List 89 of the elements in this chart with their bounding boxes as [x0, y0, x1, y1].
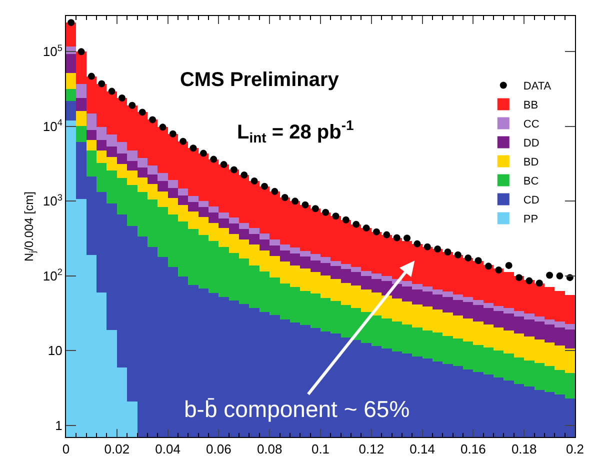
point	[495, 266, 502, 274]
bar	[66, 100, 76, 120]
bar	[66, 73, 76, 90]
x-tick-label: 0.08	[256, 442, 282, 457]
bar	[66, 54, 76, 74]
bar	[76, 98, 86, 111]
point	[474, 257, 482, 264]
point	[230, 166, 238, 174]
point	[372, 228, 380, 236]
point	[108, 88, 116, 95]
point	[505, 262, 512, 269]
point	[250, 178, 258, 185]
bar	[76, 110, 86, 126]
point	[292, 198, 299, 205]
x-tick-label: 0.1	[311, 442, 330, 457]
x-tick-label: 0.18	[511, 442, 537, 457]
point	[271, 188, 278, 195]
point	[138, 108, 146, 116]
point	[444, 248, 452, 256]
annotation: b-b̄ component ~ 65%	[184, 396, 410, 422]
point	[414, 240, 421, 248]
point	[526, 277, 533, 284]
x-tick-label: 0.2	[566, 442, 584, 457]
point	[404, 234, 411, 242]
point	[180, 138, 187, 145]
legend-label: BC	[523, 176, 539, 188]
point	[536, 280, 543, 287]
point	[128, 102, 136, 109]
point	[464, 254, 472, 262]
y-tick-label: 10$^{3}$	[42, 192, 62, 209]
bar	[178, 188, 188, 196]
point	[261, 182, 268, 190]
point	[546, 272, 554, 279]
point	[322, 208, 330, 216]
y-tick-label: 10$^{2}$	[42, 267, 62, 284]
bar	[66, 22, 76, 46]
point	[434, 246, 442, 253]
legend-label: CD	[523, 194, 540, 207]
x-tick-label: 0.12	[358, 442, 384, 457]
point	[424, 243, 431, 250]
point	[200, 150, 207, 157]
point	[118, 94, 126, 102]
x-tick-label: 0	[62, 442, 70, 457]
x-tick-label: 0.06	[206, 442, 232, 457]
point	[312, 205, 319, 212]
point	[454, 251, 462, 258]
point	[383, 231, 390, 238]
bar	[76, 126, 86, 142]
point	[362, 224, 370, 232]
legend-label: BB	[523, 100, 538, 112]
point	[393, 234, 400, 242]
point	[210, 156, 218, 163]
bar	[86, 140, 97, 150]
x-tick-label: 0.14	[410, 442, 435, 457]
bar	[66, 89, 76, 101]
y-tick-label: 10$^{4}$	[42, 118, 62, 134]
point	[159, 124, 166, 131]
point	[342, 216, 350, 224]
bar	[86, 130, 97, 140]
point	[169, 130, 176, 138]
legend-label: PP	[523, 214, 538, 226]
point	[352, 220, 360, 228]
x-tick-label: 0.02	[104, 442, 130, 457]
point	[281, 194, 288, 201]
point	[332, 212, 340, 220]
point	[556, 272, 564, 280]
legend-label: DD	[523, 138, 540, 150]
y-tick-label: 1	[55, 418, 62, 433]
point	[88, 72, 95, 80]
text: CMS Preliminary	[180, 69, 340, 92]
point	[516, 274, 523, 282]
y-tick-label: 10$^{5}$	[42, 42, 62, 60]
x-tick-label: 0.16	[460, 442, 486, 457]
legend-label: BD	[523, 156, 539, 169]
point	[240, 171, 248, 178]
point	[484, 262, 492, 270]
point	[220, 161, 228, 168]
point	[98, 80, 106, 88]
legend-label: DATA	[523, 80, 552, 93]
point	[302, 201, 309, 208]
point	[68, 19, 75, 26]
y-tick-label: 10	[48, 343, 62, 358]
text: L$_{int}$ = 28 pb$^{-1}$	[237, 117, 354, 146]
point	[190, 144, 197, 152]
point	[78, 48, 85, 56]
legend-label: CC	[523, 118, 540, 131]
bar	[76, 84, 86, 98]
point	[149, 116, 156, 124]
x-tick-label: 0.04	[155, 442, 180, 457]
